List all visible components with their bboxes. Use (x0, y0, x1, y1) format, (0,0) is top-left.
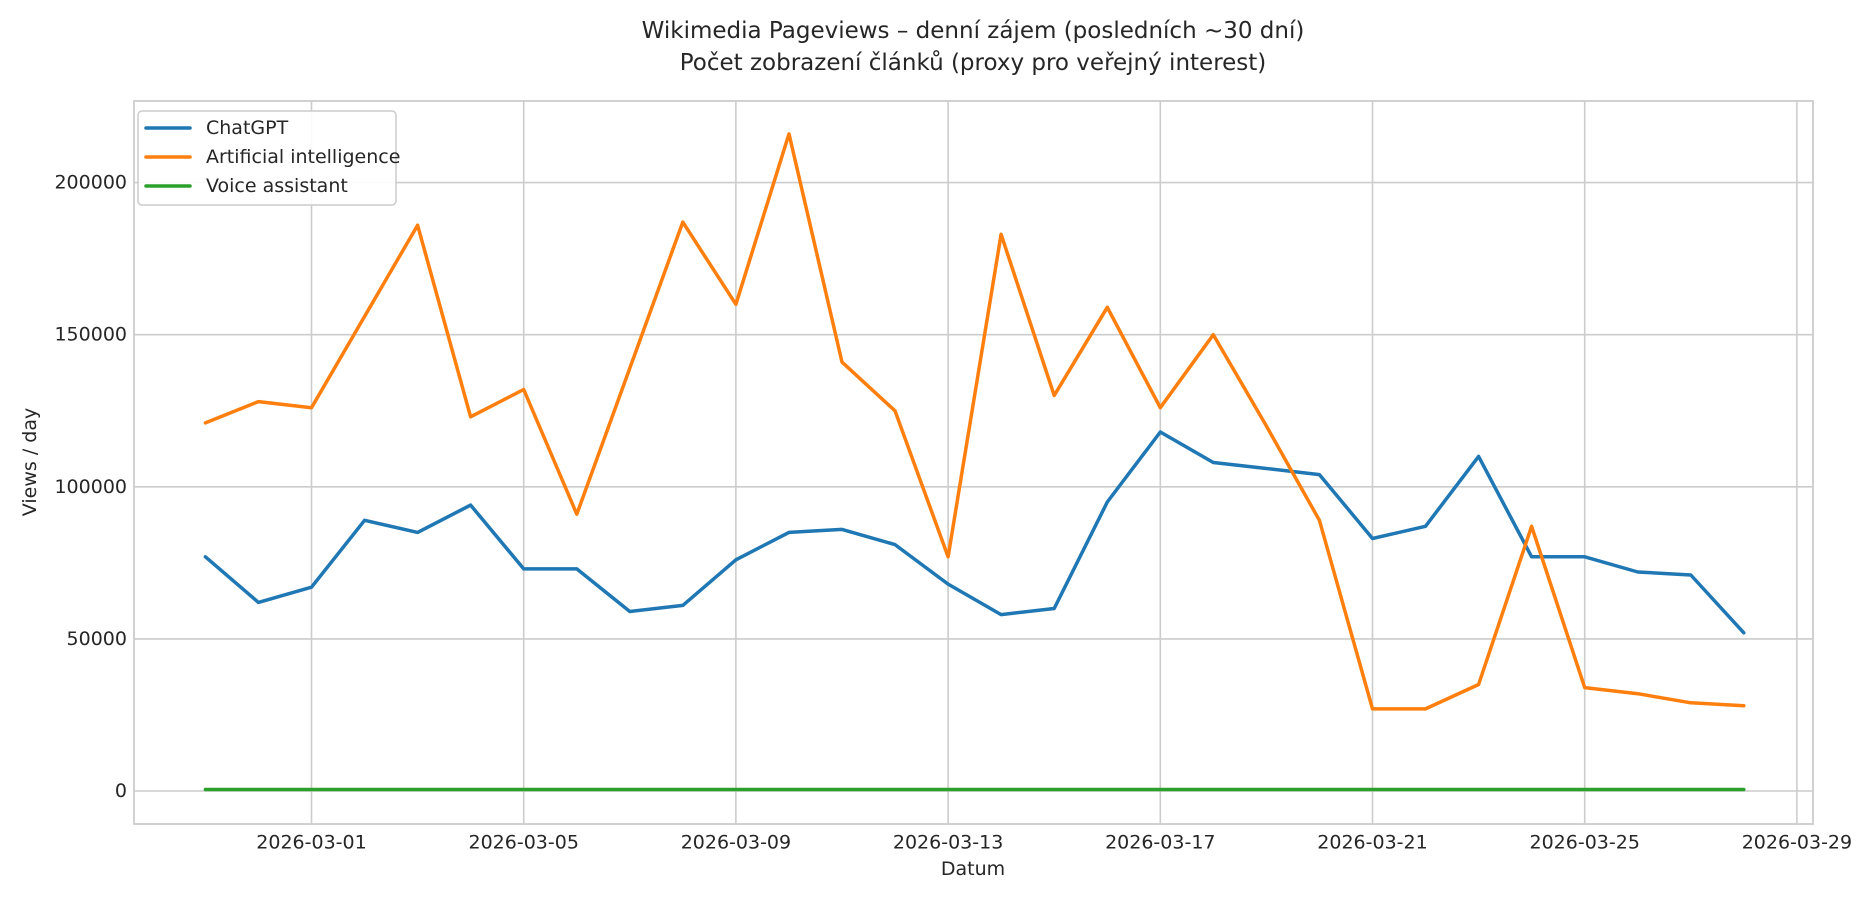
chart-subtitle: Počet zobrazení článků (proxy pro veřejn… (680, 49, 1267, 76)
x-tick-label: 2026-03-01 (256, 832, 366, 854)
x-tick-label: 2026-03-17 (1105, 832, 1215, 854)
x-tick-label: 2026-03-21 (1317, 832, 1427, 854)
x-axis-ticks: 2026-03-01 2026-03-05 2026-03-09 2026-03-13… (256, 832, 1852, 854)
x-tick-label: 2026-03-09 (681, 832, 791, 854)
x-tick-label: 2026-03-05 (468, 832, 578, 854)
series-line-artificial-intelligence (203, 132, 1746, 711)
legend-item-voice-assistant: Voice assistant (144, 175, 348, 197)
legend: ChatGPT Artificial intelligence Voice assi… (137, 110, 400, 206)
x-tick-label: 2026-03-29 (1742, 832, 1852, 854)
legend-item-artificial-intelligence: Artificial intelligence (144, 146, 400, 168)
series-lines (203, 132, 1746, 792)
legend-box (137, 110, 397, 206)
legend-label: Artificial intelligence (206, 146, 400, 168)
y-tick-label: 200000 (54, 172, 127, 194)
legend-label: Voice assistant (206, 175, 348, 197)
y-tick-label: 150000 (54, 324, 127, 346)
gridlines (134, 101, 1813, 824)
legend-label: ChatGPT (206, 117, 289, 139)
y-tick-label: 100000 (54, 476, 127, 498)
legend-item-chatgpt: ChatGPT (144, 117, 289, 139)
chart-title: Wikimedia Pageviews – denní zájem (posle… (642, 18, 1305, 44)
y-tick-label: 50000 (67, 628, 127, 650)
x-tick-label: 2026-03-25 (1529, 832, 1639, 854)
x-axis-label: Datum (941, 858, 1005, 880)
y-axis-ticks: 0 50000 100000 150000 200000 (54, 172, 127, 802)
axes-spines (133, 100, 1814, 825)
series-line-chatgpt (203, 430, 1746, 635)
y-axis-label: Views / day (19, 408, 41, 516)
x-tick-label: 2026-03-13 (893, 832, 1003, 854)
y-tick-label: 0 (115, 780, 127, 802)
